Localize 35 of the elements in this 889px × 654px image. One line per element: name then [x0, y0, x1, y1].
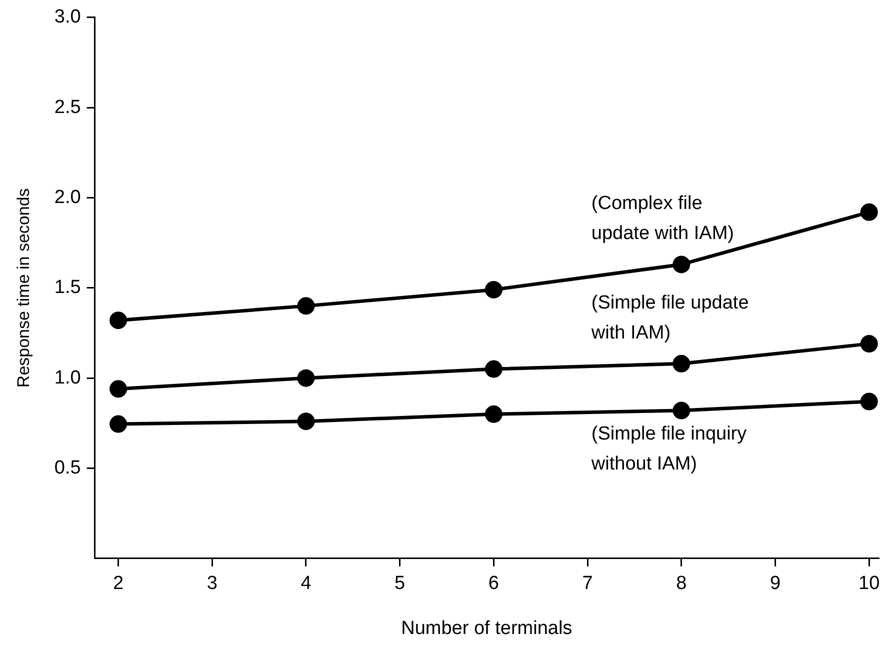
- point: [297, 297, 315, 315]
- point: [672, 256, 690, 274]
- x-tick-label: 10: [858, 573, 880, 594]
- x-tick-label: 5: [394, 573, 406, 594]
- y-tick-label: 1.0: [54, 367, 81, 388]
- x-tick-label: 4: [300, 573, 312, 594]
- x-tick-label: 6: [488, 573, 499, 594]
- point: [484, 360, 502, 378]
- point: [860, 392, 878, 410]
- point: [110, 380, 128, 398]
- y-tick-label: 3.0: [54, 6, 81, 28]
- y-tick-label: 1.5: [54, 277, 81, 298]
- point: [297, 412, 315, 430]
- point: [110, 415, 128, 433]
- point: [672, 354, 690, 372]
- y-tick-label: 2.5: [54, 96, 81, 118]
- x-tick-label: 9: [770, 573, 781, 594]
- y-tick-label: 0.5: [54, 457, 81, 478]
- point: [297, 369, 315, 387]
- point: [484, 280, 502, 298]
- series-label: (Simple file update with IAM): [590, 292, 749, 344]
- series-label: (Simple file inquiry without IAM): [590, 423, 748, 474]
- x-tick-label: 2: [112, 573, 124, 594]
- x-tick-label: 7: [582, 573, 593, 594]
- point: [484, 405, 502, 423]
- series-label: (Complex file update with IAM): [591, 193, 734, 244]
- point: [110, 312, 128, 330]
- y-axis-title: Response time in seconds: [14, 188, 33, 388]
- x-tick-label: 8: [676, 573, 687, 594]
- point: [672, 402, 690, 420]
- x-axis-title: Number of terminals: [401, 618, 572, 639]
- point: [860, 203, 878, 221]
- y-tick-label: 2.0: [54, 186, 81, 208]
- x-tick-label: 3: [206, 573, 218, 594]
- point: [860, 335, 878, 353]
